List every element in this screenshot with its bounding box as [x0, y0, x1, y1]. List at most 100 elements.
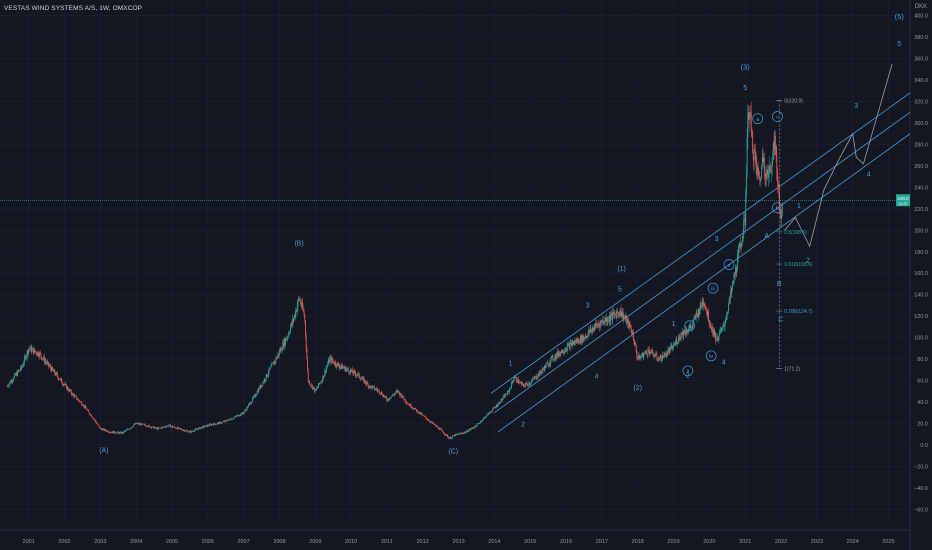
candle-body: [165, 426, 167, 428]
candle-body: [61, 382, 63, 384]
candle-body: [450, 437, 452, 439]
candle-body: [290, 323, 292, 328]
candle-body: [130, 427, 132, 429]
candle-body: [395, 391, 397, 392]
candle-body: [93, 418, 95, 420]
candle-body: [647, 349, 649, 355]
candle-body: [717, 339, 719, 341]
candle-body: [589, 328, 591, 333]
candle-body: [390, 396, 392, 399]
candle-body: [291, 323, 293, 325]
candle-body: [270, 366, 272, 368]
candle-body: [630, 326, 632, 329]
candle-body: [116, 432, 118, 434]
candle-body: [356, 375, 357, 376]
candle-body: [123, 431, 125, 433]
candle-body: [362, 377, 364, 379]
candle-body: [508, 389, 510, 393]
candle-body: [679, 338, 681, 339]
candle-body: [502, 398, 503, 401]
candle-body: [326, 366, 328, 369]
candle-body: [621, 311, 623, 316]
candle-body: [218, 421, 220, 424]
candle-body: [511, 382, 512, 388]
candle-body: [570, 342, 572, 346]
x-tick-label: 2003: [94, 539, 106, 545]
candle-body: [642, 352, 644, 358]
candle-body: [749, 112, 751, 117]
candle-body: [311, 384, 313, 387]
candle-body: [310, 385, 312, 387]
candle-body: [661, 354, 663, 360]
candle-body: [210, 424, 212, 426]
candle-body: [254, 394, 256, 397]
candle-body: [754, 149, 756, 152]
candle-body: [10, 381, 12, 383]
candle-body: [23, 363, 25, 366]
candle-body: [342, 367, 344, 368]
candle-body: [761, 157, 763, 167]
candle-body: [201, 427, 202, 428]
candle-body: [313, 387, 315, 392]
y-tick-label: 60.0: [917, 379, 928, 385]
candle-body: [564, 350, 566, 352]
x-tick-label: 2024: [847, 539, 859, 545]
candle-body: [619, 308, 621, 316]
candle-body: [438, 427, 439, 429]
y-tick-label: 360.0: [914, 57, 928, 63]
candle-body: [384, 396, 386, 398]
candle-body: [603, 322, 605, 324]
candle-body: [522, 383, 523, 386]
fib-level-label: 0.618(168.6): [784, 262, 813, 268]
candle-body: [322, 376, 324, 382]
candle-body: [29, 348, 31, 350]
candle-body: [695, 313, 697, 320]
candle-body: [726, 315, 727, 320]
candle-body: [300, 300, 302, 305]
candle-body: [497, 403, 499, 406]
candle-body: [761, 166, 763, 179]
candle-body: [538, 373, 540, 376]
candle-body: [360, 378, 362, 380]
candle-body: [707, 311, 709, 316]
candle-body: [518, 382, 520, 384]
candle-body: [516, 381, 518, 383]
candle-body: [511, 382, 513, 383]
candle-body: [748, 116, 750, 121]
candle-body: [303, 311, 305, 316]
candle-body: [81, 404, 83, 406]
candle-body: [767, 169, 769, 178]
wave-label: (B): [294, 240, 303, 247]
candle-body: [18, 370, 20, 372]
candle-body: [97, 424, 99, 426]
candle-body: [444, 434, 446, 436]
candle-body: [531, 381, 532, 384]
x-tick-label: 2005: [166, 539, 178, 545]
candle-body: [457, 434, 459, 435]
candle-body: [641, 352, 643, 356]
candle-body: [681, 331, 683, 335]
candle-body: [755, 159, 757, 164]
candle-body: [398, 391, 400, 393]
candle-body: [557, 351, 559, 356]
candle-body: [72, 393, 74, 395]
candle-body: [331, 358, 333, 361]
candle-body: [359, 377, 361, 379]
candle-body: [498, 402, 500, 404]
candle-body: [287, 336, 289, 338]
candle-body: [697, 314, 698, 318]
candle-body: [779, 209, 781, 216]
candle-body: [307, 358, 309, 370]
candle-body: [633, 340, 635, 345]
candle-body: [606, 317, 608, 323]
candle-body: [592, 328, 594, 332]
candle-body: [420, 412, 422, 414]
candle-body: [543, 369, 545, 371]
candle-body: [62, 383, 64, 386]
candle-body: [43, 356, 45, 359]
candle-body: [68, 389, 70, 391]
candle-body: [304, 315, 306, 321]
candle-body: [91, 416, 93, 418]
